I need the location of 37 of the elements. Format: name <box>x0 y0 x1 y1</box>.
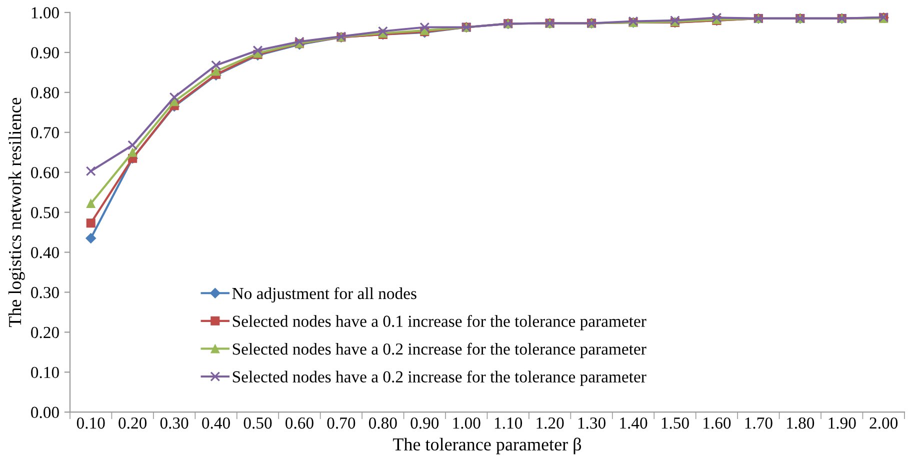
x-tick-label: 1.60 <box>704 417 731 429</box>
x-tick-label: 0.30 <box>160 417 188 429</box>
x-tick-label: 1.40 <box>620 417 648 429</box>
y-tick-label: 0.80 <box>31 87 59 98</box>
x-tick-label: 1.20 <box>536 417 564 429</box>
legend-label: Selected nodes have a 0.2 increase for the tolerance parameter <box>232 342 646 358</box>
x-tick-label: 0.90 <box>410 417 439 429</box>
x-tick-label: 1.10 <box>494 417 522 429</box>
y-tick-label: 0.40 <box>31 246 59 258</box>
legend-label: Selected nodes have a 0.2 increase for the tolerance parameter <box>232 370 646 386</box>
x-tick-label: 0.70 <box>327 417 356 429</box>
x-tick-label: 1.00 <box>453 417 480 429</box>
x-tick-label: 0.40 <box>202 417 230 429</box>
x-tick-label: 2.00 <box>870 417 898 429</box>
legend-label: Selected nodes have a 0.1 increase for the tolerance parameter <box>232 315 646 330</box>
y-tick-label: 0.90 <box>31 47 59 58</box>
x-tick-label: 0.20 <box>118 417 147 429</box>
x-tick-label: 0.60 <box>286 417 314 429</box>
y-tick-label: 0.30 <box>31 286 59 298</box>
x-tick-label: 1.50 <box>662 417 689 429</box>
x-tick-label: 0.10 <box>76 417 105 429</box>
x-tick-label: 1.30 <box>578 417 606 429</box>
y-tick-label: 0.70 <box>31 127 59 138</box>
x-tick-label: 1.80 <box>787 417 814 429</box>
y-tick-label: 0.60 <box>31 167 59 178</box>
y-tick-label: 0.50 <box>31 206 59 218</box>
y-tick-label: 0.10 <box>31 366 59 378</box>
x-axis-title: The tolerance parameter β <box>392 438 582 454</box>
x-tick-label: 0.80 <box>368 417 397 429</box>
x-tick-label: 1.90 <box>828 417 856 429</box>
y-tick-label: 0.20 <box>31 326 59 338</box>
x-tick-label: 1.70 <box>745 417 772 429</box>
x-tick-label: 0.50 <box>244 417 272 429</box>
y-axis-title: The logistics network resilience <box>8 98 25 328</box>
y-tick-label: 1.00 <box>32 7 59 18</box>
legend-label: No adjustment for all nodes <box>232 287 416 303</box>
y-tick-label: 0.00 <box>31 406 59 418</box>
